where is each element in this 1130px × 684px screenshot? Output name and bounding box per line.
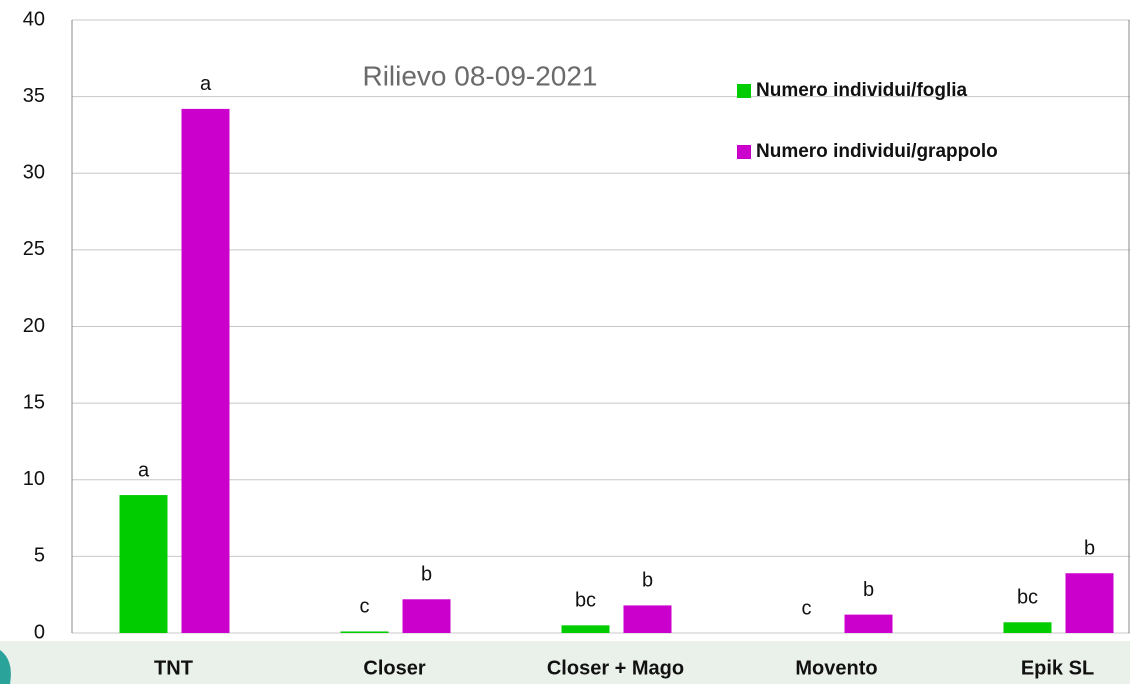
significance-letter: b (642, 570, 653, 592)
significance-letter: bc (1017, 587, 1038, 609)
x-tick-label: Closer (363, 657, 425, 679)
significance-letter: c (360, 596, 370, 618)
x-tick-label: TNT (154, 657, 193, 679)
significance-letter: a (200, 73, 212, 95)
bar (340, 631, 389, 633)
legend-label: Numero individui/foglia (756, 80, 968, 101)
x-tick-label: Closer + Mago (547, 657, 684, 679)
legend-swatch (737, 84, 751, 98)
y-tick-label: 30 (23, 162, 45, 184)
y-tick-label: 0 (34, 621, 45, 643)
significance-letter: bc (575, 590, 596, 612)
significance-letter: b (1084, 538, 1095, 560)
bar (1003, 622, 1052, 633)
y-tick-label: 5 (34, 545, 45, 567)
chart-title: Rilievo 08-09-2021 (362, 60, 597, 91)
y-tick-label: 35 (23, 85, 45, 107)
bar (1065, 573, 1114, 633)
y-tick-label: 20 (23, 315, 45, 337)
x-tick-label: Movento (795, 657, 877, 679)
bar (561, 625, 610, 633)
bar (623, 605, 672, 633)
significance-letter: c (802, 597, 812, 619)
footer-band (0, 641, 1130, 684)
significance-letter: b (863, 579, 874, 601)
corner-decoration (0, 650, 11, 684)
y-tick-label: 10 (23, 468, 45, 490)
y-tick-label: 25 (23, 238, 45, 260)
bar (181, 108, 230, 633)
x-tick-label: Epik SL (1021, 657, 1094, 679)
bar (119, 495, 168, 633)
significance-letter: b (421, 564, 432, 586)
bar (402, 599, 451, 633)
y-tick-label: 15 (23, 391, 45, 413)
legend-label: Numero individui/grappolo (756, 141, 998, 162)
y-tick-label: 40 (23, 8, 45, 30)
legend-swatch (737, 145, 751, 159)
significance-letter: a (138, 459, 150, 481)
bar (844, 614, 893, 633)
